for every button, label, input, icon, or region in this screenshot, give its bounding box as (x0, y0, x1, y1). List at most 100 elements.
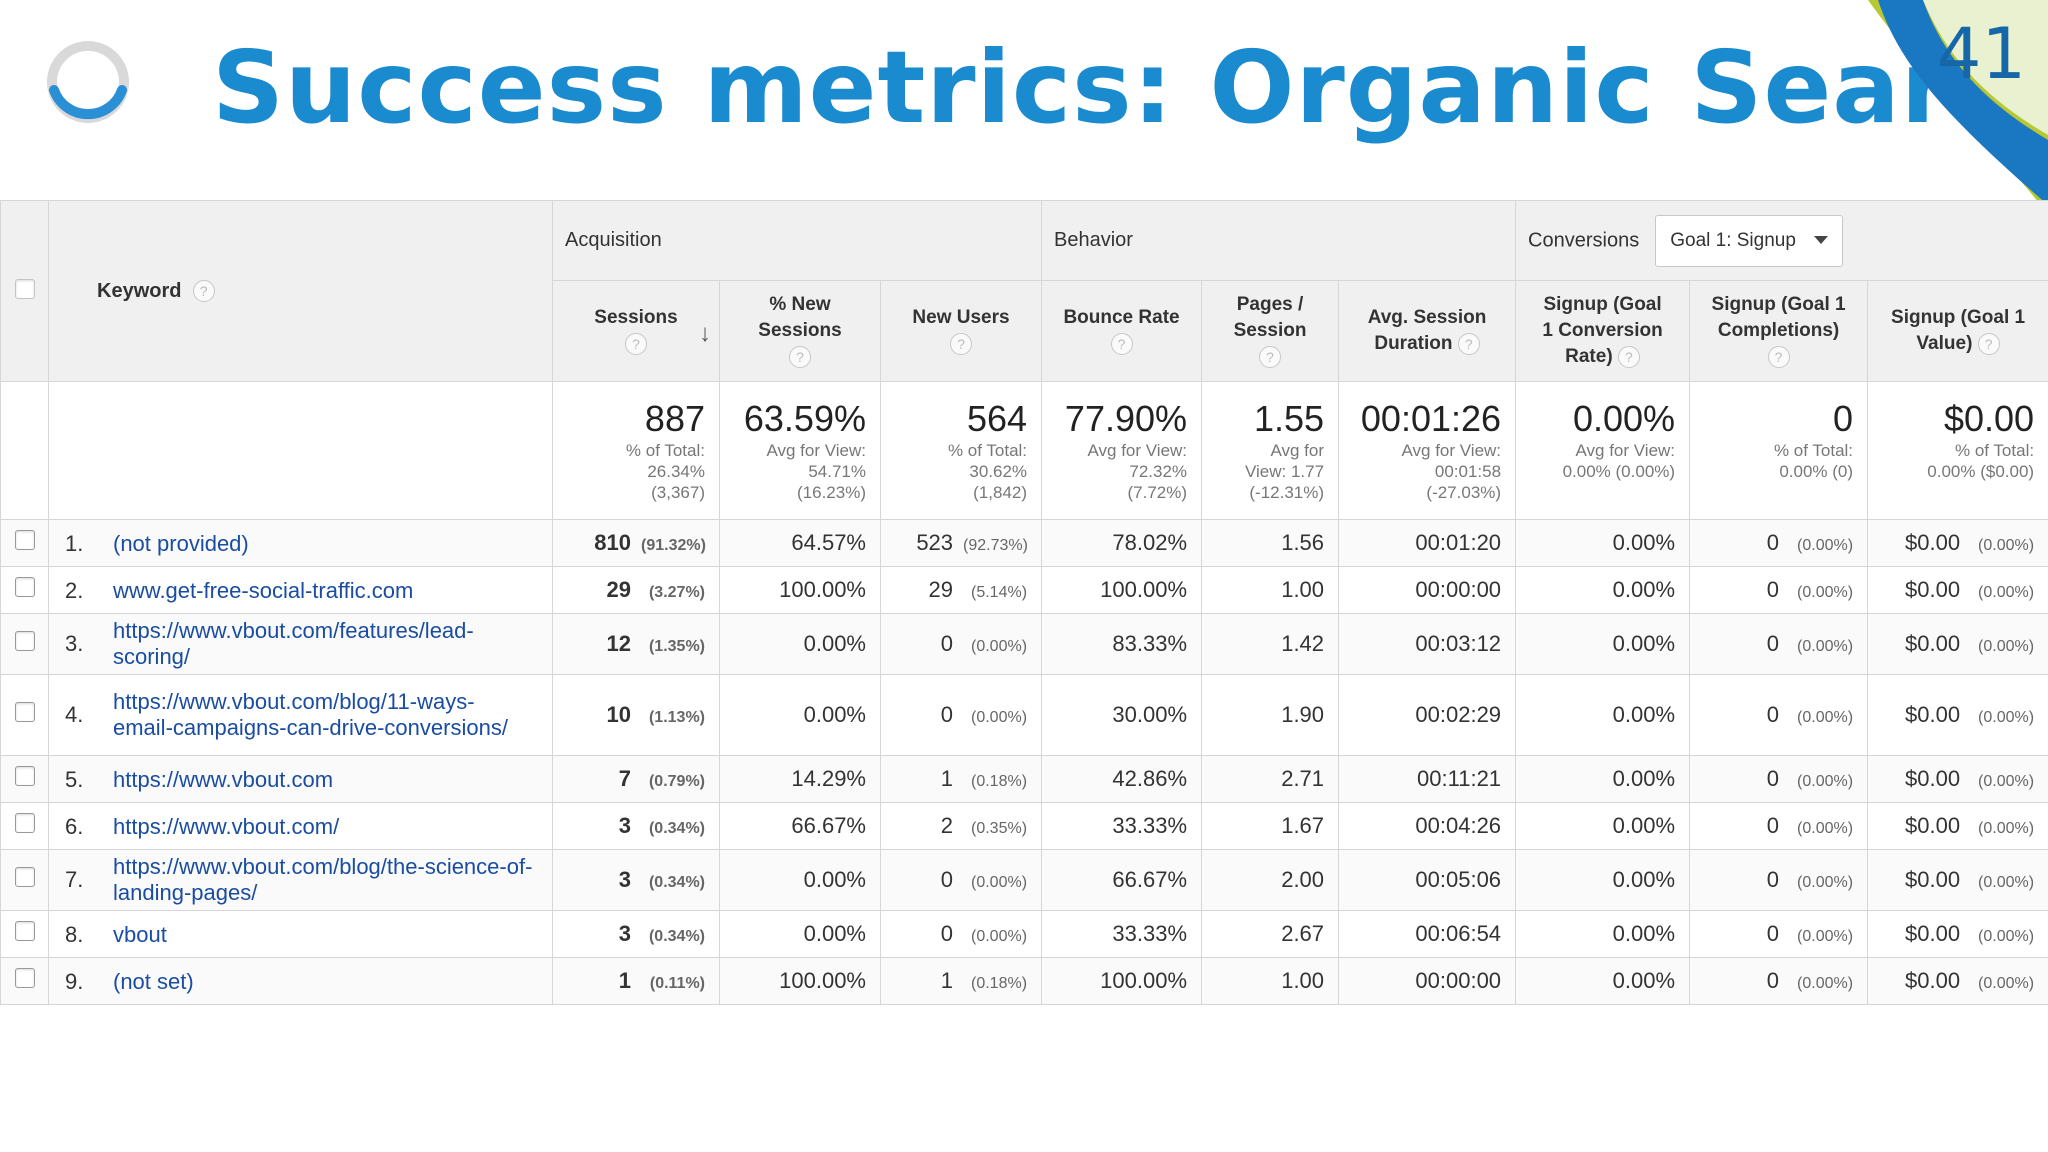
sessions-cell-value: 3 (618, 813, 631, 838)
bounce-rate-cell: 33.33% (1041, 802, 1203, 850)
help-icon[interactable]: ? (789, 345, 811, 368)
goal-value-cell-percent: (0.00%) (1978, 928, 2035, 945)
pages-session-cell: 1.42 (1201, 613, 1340, 675)
column-header-conversion-rate[interactable]: Signup (Goal 1 Conversion Rate) ? (1515, 280, 1691, 382)
sessions-cell-value: 1 (618, 968, 631, 993)
sessions-cell: 29 (3.27%) (552, 566, 720, 614)
help-icon[interactable]: ? (625, 332, 647, 355)
goal-value-cell-percent: (0.00%) (1978, 975, 2035, 992)
help-icon[interactable]: ? (1977, 332, 2000, 355)
total-cell: 00:01:26 Avg for View: 00:01:58 (-27.03%) (1338, 381, 1517, 520)
row-checkbox[interactable] (14, 702, 35, 722)
column-header-bounce-rate[interactable]: Bounce Rate? (1041, 280, 1203, 382)
column-label: Sessions (594, 307, 678, 328)
row-checkbox[interactable] (14, 577, 35, 597)
column-header-new-sessions[interactable]: % New Sessions? (719, 280, 881, 382)
total-subtext: 0.00% ($0.00) (1927, 462, 2035, 481)
conversion-rate-cell: 0.00% (1515, 910, 1691, 958)
total-subtext: 00:01:58 (1434, 462, 1502, 481)
completions-cell: 0 (0.00%) (1689, 674, 1869, 756)
row-checkbox[interactable] (14, 813, 35, 833)
duration-cell: 00:00:00 (1338, 566, 1517, 614)
new-sessions-cell: 100.00% (719, 957, 881, 1005)
keyword-link[interactable]: https://www.vbout.com (113, 766, 334, 792)
goal-value-cell-percent: (0.00%) (1978, 820, 2035, 837)
duration-cell: 00:00:00 (1338, 957, 1517, 1005)
table-row[interactable]: 2. www.get-free-social-traffic.com 29 (3.27… (0, 566, 2048, 614)
new-users-cell-percent: (0.00%) (971, 638, 1028, 655)
keyword-link[interactable]: https://www.vbout.com/features/lead-scor… (113, 618, 474, 669)
help-icon[interactable]: ? (1767, 345, 1790, 368)
help-icon[interactable]: ? (1259, 345, 1282, 368)
help-icon[interactable]: ? (950, 332, 973, 355)
column-label: Signup (Goal (1543, 294, 1662, 315)
help-icon[interactable]: ? (192, 280, 215, 303)
column-header-sessions[interactable]: Sessions? ↓ (552, 280, 720, 382)
total-cell: 887 % of Total: 26.34% (3,367) (552, 381, 720, 520)
table-row[interactable]: 3. https://www.vbout.com/features/lead-sc… (0, 613, 2048, 675)
sessions-cell-value: 810 (594, 530, 631, 555)
table-row[interactable]: 1. (not provided) 810 (91.32%) 64.57% 523 (92.… (0, 519, 2048, 567)
goal-value-cell: $0.00 (0.00%) (1867, 802, 2048, 850)
row-checkbox[interactable] (14, 968, 35, 988)
totals-row: 887 % of Total: 26.34% (3,367) 63.59% Avg for… (0, 381, 2048, 520)
column-label: % New (769, 294, 831, 315)
keyword-link[interactable]: https://www.vbout.com/ (113, 813, 340, 839)
row-checkbox[interactable] (14, 530, 35, 550)
row-checkbox[interactable] (14, 766, 35, 786)
completions-cell-percent: (0.00%) (1797, 975, 1854, 992)
total-value: 00:01:26 (1360, 398, 1502, 439)
table-row[interactable]: 5. https://www.vbout.com 7 (0.79%) 14.29% 1 (0… (0, 755, 2048, 803)
new-users-cell-value: 0 (940, 631, 954, 656)
completions-cell: 0 (0.00%) (1689, 957, 1869, 1005)
keyword-link[interactable]: (not provided) (113, 530, 249, 556)
sessions-cell: 12 (1.35%) (552, 613, 720, 675)
keyword-cell: 5. https://www.vbout.com (48, 755, 553, 803)
duration-cell-value: 00:00:00 (1415, 968, 1502, 993)
new-users-cell-percent: (0.35%) (971, 820, 1028, 837)
new-sessions-cell-value: 66.67% (791, 813, 866, 838)
row-select-cell (0, 519, 49, 567)
keyword-cell: 4. https://www.vbout.com/blog/11-ways-ema… (48, 674, 553, 756)
help-icon[interactable]: ? (1110, 332, 1133, 355)
goal-value-cell-value: $0.00 (1905, 968, 1961, 993)
keyword-header[interactable]: Keyword ? (48, 200, 553, 382)
column-header-goal-value[interactable]: Signup (Goal 1 Value) ? (1867, 280, 2048, 382)
help-icon[interactable]: ? (1457, 332, 1480, 355)
column-header-avg-session-duration[interactable]: Avg. Session Duration ? (1338, 280, 1517, 382)
keyword-link[interactable]: vbout (113, 921, 167, 947)
conversion-rate-cell: 0.00% (1515, 519, 1691, 567)
goal-value-cell-value: $0.00 (1905, 577, 1961, 602)
table-row[interactable]: 6. https://www.vbout.com/3 (0.34%) 66.67% 2 (… (0, 802, 2048, 850)
column-label: Duration (1374, 333, 1453, 354)
sort-descending-icon[interactable]: ↓ (699, 320, 711, 347)
row-checkbox[interactable] (14, 921, 35, 941)
keyword-link[interactable]: https://www.vbout.com/blog/the-science-o… (113, 854, 533, 905)
column-header-completions[interactable]: Signup (Goal 1 Completions)? (1689, 280, 1869, 382)
header-column-row: Sessions? ↓ % New Sessions? New Users? Bou… (1, 280, 2048, 382)
row-checkbox[interactable] (14, 867, 35, 887)
column-header-pages-session[interactable]: Pages / Session? (1201, 280, 1340, 382)
table-row[interactable]: 9. (not set) 1 (0.11%) 100.00% 1 (0.18%) 100.00… (0, 957, 2048, 1005)
keyword-cell: 3. https://www.vbout.com/features/lead-sc… (48, 613, 553, 675)
column-label: Rate) (1565, 346, 1613, 367)
help-icon[interactable]: ? (1617, 345, 1640, 368)
slide-title: Success metrics: Organic Search (212, 29, 2048, 146)
column-label: Signup (Goal 1 (1891, 307, 2026, 328)
pages-session-cell-value: 1.90 (1281, 702, 1325, 727)
goal-selector-dropdown[interactable]: Goal 1: Signup (1655, 214, 1843, 267)
keyword-link[interactable]: https://www.vbout.com/blog/11-ways-email… (113, 689, 508, 740)
keyword-link[interactable]: (not set) (113, 968, 194, 994)
table-row[interactable]: 7. https://www.vbout.com/blog/the-science… (0, 849, 2048, 911)
column-header-new-users[interactable]: New Users? (879, 280, 1043, 382)
total-value: 63.59% (743, 398, 866, 439)
table-row[interactable]: 4. https://www.vbout.com/blog/11-ways-ema… (0, 674, 2048, 756)
row-checkbox[interactable] (14, 631, 35, 651)
completions-cell-value: 0 (1766, 867, 1780, 892)
keyword-cell: 8. vbout (48, 910, 553, 958)
column-label: Completions) (1717, 320, 1840, 341)
select-all-checkbox[interactable] (14, 278, 35, 299)
table-row[interactable]: 8. vbout 3 (0.34%) 0.00% 0 (0.00%) 33.33% 2.67 00… (0, 910, 2048, 958)
keyword-link[interactable]: www.get-free-social-traffic.com (113, 577, 414, 603)
duration-cell: 00:06:54 (1338, 910, 1517, 958)
